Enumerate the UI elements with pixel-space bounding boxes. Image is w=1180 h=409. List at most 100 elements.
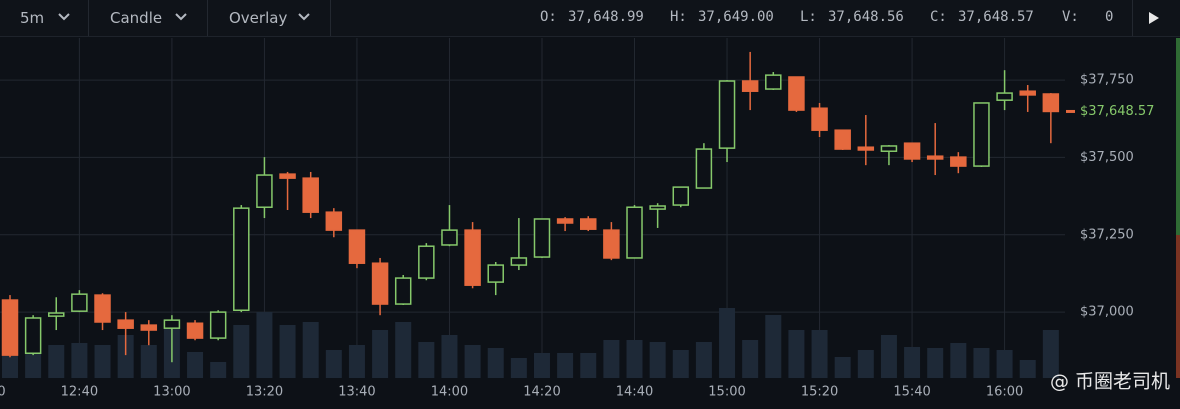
candle-body: [811, 107, 828, 131]
interval-button[interactable]: 5m: [20, 9, 45, 27]
separator: [207, 0, 208, 36]
candle-body: [140, 324, 158, 331]
candle-body: [834, 129, 851, 150]
y-tick-label: $37,000: [1080, 305, 1134, 320]
volume-bar: [372, 330, 389, 378]
volume-bar: [603, 340, 620, 378]
candle-body: [741, 80, 759, 92]
volume-bar: [742, 340, 759, 378]
candle-body: [94, 294, 111, 323]
candle-body: [672, 186, 690, 206]
volume-bar: [672, 350, 689, 378]
volume-bar: [348, 345, 365, 378]
candle-body: [903, 142, 921, 160]
x-tick-label: 12:20: [0, 385, 6, 400]
volume-bar: [71, 343, 88, 378]
candle-body: [279, 173, 296, 179]
candle-body: [256, 174, 273, 208]
candle-body: [441, 229, 458, 246]
volume-bar: [719, 308, 736, 378]
candle-body: [510, 257, 528, 266]
y-tick-label: $37,250: [1080, 227, 1134, 242]
candle-body: [603, 229, 620, 259]
x-tick-label: 14:40: [616, 385, 653, 400]
volume-bar: [580, 353, 597, 378]
volume-bar: [904, 347, 921, 378]
y-tick-label: $37,750: [1080, 73, 1134, 88]
candle-body: [695, 148, 713, 189]
candle-body: [163, 319, 181, 329]
candle-body: [556, 218, 574, 224]
candle-body: [765, 74, 782, 90]
candle-body: [973, 102, 990, 167]
candle-body: [718, 80, 736, 149]
volume-bar: [695, 342, 712, 378]
chevron: [58, 13, 70, 21]
separator: [330, 0, 331, 36]
volume-bar: [2, 355, 18, 378]
volume-bar: [533, 353, 550, 378]
volume-bar: [1019, 360, 1036, 378]
overlay-button[interactable]: Overlay: [229, 9, 288, 27]
volume-bar: [1042, 330, 1059, 378]
volume-bar: [973, 348, 990, 378]
candle-body: [857, 146, 875, 151]
chevron: [298, 13, 310, 21]
play-button[interactable]: [1147, 11, 1161, 25]
candle-body: [950, 156, 967, 167]
readout-value: 37,648.56: [828, 9, 904, 25]
readout-value: 37,649.00: [698, 9, 774, 25]
readout-label: H:: [670, 9, 687, 25]
candle-body: [533, 218, 551, 258]
candle-body: [788, 76, 805, 111]
x-tick-label: 16:00: [986, 385, 1023, 400]
candle-body: [325, 211, 343, 231]
x-tick-label: 13:00: [153, 385, 190, 400]
readout-value: 0: [1105, 9, 1114, 25]
readout-value: 37,648.99: [568, 9, 644, 25]
toolbar: 5m Candle Overlay O: 37,648.99 H: 37,649…: [0, 0, 1180, 37]
volume-bar: [210, 362, 227, 378]
x-tick-label: 13:40: [338, 385, 375, 400]
volume-bar: [927, 348, 944, 378]
volume-bar: [395, 322, 412, 378]
candle-body: [580, 218, 597, 230]
volume-bar: [279, 325, 296, 378]
x-tick-label: 13:20: [246, 385, 283, 400]
readout-label: V:: [1062, 9, 1079, 25]
x-tick-label: 12:40: [61, 385, 98, 400]
candle-body: [996, 92, 1013, 101]
readout-label: O:: [540, 9, 557, 25]
volume-bar: [256, 312, 273, 378]
candle-body: [48, 312, 65, 317]
chevron: [175, 13, 187, 21]
volume-bar: [325, 350, 342, 378]
candle-body: [117, 319, 134, 329]
volume-bar: [117, 335, 134, 378]
candle-body: [926, 155, 944, 160]
volume-bar: [187, 352, 204, 378]
volume-bar: [233, 325, 250, 378]
volume-bar: [649, 342, 666, 378]
watermark: @ 币圈老司机: [1050, 371, 1170, 393]
separator: [88, 0, 89, 36]
candle-body: [1019, 90, 1036, 96]
candle-body: [371, 262, 389, 305]
readout-value: 37,648.57: [958, 9, 1034, 25]
volume-bar: [834, 357, 851, 378]
candle-body: [487, 264, 504, 283]
x-tick-label: 15:00: [708, 385, 745, 400]
volume-bar: [510, 358, 527, 378]
x-tick-label: 15:40: [893, 385, 930, 400]
candle-body: [1, 299, 19, 356]
candle-body: [418, 245, 435, 279]
candle-body: [649, 205, 666, 210]
volume-bar: [996, 350, 1013, 378]
volume-bar: [765, 315, 782, 378]
volume-bar: [857, 350, 874, 378]
style-button[interactable]: Candle: [110, 9, 163, 27]
volume-bar: [48, 345, 65, 378]
separator: [1132, 0, 1133, 36]
candle-body: [71, 293, 88, 312]
